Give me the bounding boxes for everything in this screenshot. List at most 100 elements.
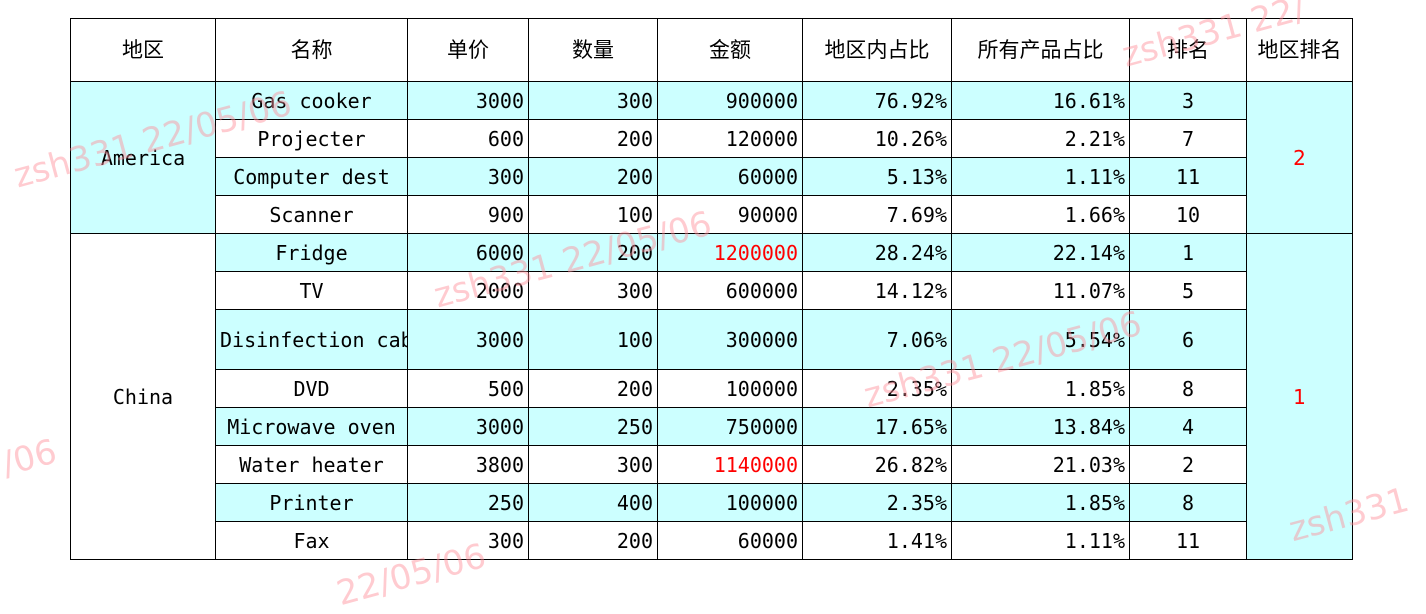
- region-rank-cell[interactable]: 1: [1246, 233, 1353, 560]
- amount-cell[interactable]: 100000: [657, 369, 803, 408]
- region-pct-cell[interactable]: 17.65%: [802, 407, 952, 446]
- region-pct-cell[interactable]: 1.41%: [802, 521, 952, 560]
- rank-cell[interactable]: 7: [1129, 119, 1247, 158]
- product-name-cell[interactable]: Water heater: [215, 445, 408, 484]
- amount-cell[interactable]: 1140000: [657, 445, 803, 484]
- qty-cell[interactable]: 200: [528, 157, 658, 196]
- header-cell[interactable]: 金额: [657, 18, 803, 82]
- header-cell[interactable]: 单价: [407, 18, 529, 82]
- all-pct-cell[interactable]: 1.66%: [951, 195, 1130, 234]
- product-name-cell[interactable]: Printer: [215, 483, 408, 522]
- all-pct-cell[interactable]: 22.14%: [951, 233, 1130, 272]
- product-name-cell[interactable]: Fridge: [215, 233, 408, 272]
- all-pct-cell[interactable]: 21.03%: [951, 445, 1130, 484]
- product-name-cell[interactable]: Microwave oven: [215, 407, 408, 446]
- price-cell[interactable]: 300: [407, 157, 529, 196]
- region-pct-cell[interactable]: 7.06%: [802, 309, 952, 370]
- rank-cell[interactable]: 8: [1129, 483, 1247, 522]
- qty-cell[interactable]: 300: [528, 81, 658, 120]
- region-cell[interactable]: America: [70, 81, 216, 234]
- all-pct-cell[interactable]: 1.11%: [951, 157, 1130, 196]
- price-cell[interactable]: 900: [407, 195, 529, 234]
- qty-cell[interactable]: 300: [528, 271, 658, 310]
- product-name-cell[interactable]: Projecter: [215, 119, 408, 158]
- rank-cell[interactable]: 8: [1129, 369, 1247, 408]
- price-cell[interactable]: 3000: [407, 407, 529, 446]
- rank-cell[interactable]: 11: [1129, 521, 1247, 560]
- rank-cell[interactable]: 1: [1129, 233, 1247, 272]
- product-name-cell[interactable]: DVD: [215, 369, 408, 408]
- region-pct-cell[interactable]: 2.35%: [802, 483, 952, 522]
- all-pct-cell[interactable]: 1.85%: [951, 483, 1130, 522]
- region-pct-cell[interactable]: 7.69%: [802, 195, 952, 234]
- header-cell[interactable]: 名称: [215, 18, 408, 82]
- qty-cell[interactable]: 200: [528, 521, 658, 560]
- rank-cell[interactable]: 5: [1129, 271, 1247, 310]
- price-cell[interactable]: 2000: [407, 271, 529, 310]
- qty-cell[interactable]: 100: [528, 309, 658, 370]
- header-cell[interactable]: 数量: [528, 18, 658, 82]
- all-pct-cell[interactable]: 11.07%: [951, 271, 1130, 310]
- amount-cell[interactable]: 120000: [657, 119, 803, 158]
- header-cell[interactable]: 排名: [1129, 18, 1247, 82]
- rank-cell[interactable]: 4: [1129, 407, 1247, 446]
- rank-cell[interactable]: 3: [1129, 81, 1247, 120]
- price-cell[interactable]: 6000: [407, 233, 529, 272]
- amount-cell[interactable]: 300000: [657, 309, 803, 370]
- amount-cell[interactable]: 750000: [657, 407, 803, 446]
- product-name-cell[interactable]: Fax: [215, 521, 408, 560]
- region-cell[interactable]: China: [70, 233, 216, 560]
- amount-cell[interactable]: 90000: [657, 195, 803, 234]
- qty-cell[interactable]: 300: [528, 445, 658, 484]
- price-cell[interactable]: 3800: [407, 445, 529, 484]
- region-rank-cell[interactable]: 2: [1246, 81, 1353, 234]
- region-pct-cell[interactable]: 2.35%: [802, 369, 952, 408]
- region-pct-cell[interactable]: 5.13%: [802, 157, 952, 196]
- region-pct-cell[interactable]: 76.92%: [802, 81, 952, 120]
- amount-cell[interactable]: 1200000: [657, 233, 803, 272]
- price-cell[interactable]: 250: [407, 483, 529, 522]
- all-pct-cell[interactable]: 1.11%: [951, 521, 1130, 560]
- amount-cell[interactable]: 100000: [657, 483, 803, 522]
- amount-cell[interactable]: 600000: [657, 271, 803, 310]
- price-cell[interactable]: 300: [407, 521, 529, 560]
- all-pct-cell[interactable]: 2.21%: [951, 119, 1130, 158]
- price-cell[interactable]: 600: [407, 119, 529, 158]
- qty-cell[interactable]: 400: [528, 483, 658, 522]
- all-pct-cell[interactable]: 13.84%: [951, 407, 1130, 446]
- price-cell[interactable]: 3000: [407, 81, 529, 120]
- product-name-cell[interactable]: Gas cooker: [215, 81, 408, 120]
- watermark-text: /06: [0, 431, 61, 485]
- price-cell[interactable]: 500: [407, 369, 529, 408]
- qty-cell[interactable]: 100: [528, 195, 658, 234]
- header-cell[interactable]: 地区内占比: [802, 18, 952, 82]
- qty-cell[interactable]: 200: [528, 369, 658, 408]
- region-pct-cell[interactable]: 28.24%: [802, 233, 952, 272]
- product-name-cell[interactable]: TV: [215, 271, 408, 310]
- all-pct-cell[interactable]: 5.54%: [951, 309, 1130, 370]
- amount-cell[interactable]: 900000: [657, 81, 803, 120]
- qty-cell[interactable]: 200: [528, 119, 658, 158]
- product-name-cell[interactable]: Computer dest: [215, 157, 408, 196]
- rank-cell[interactable]: 11: [1129, 157, 1247, 196]
- region-pct-cell[interactable]: 14.12%: [802, 271, 952, 310]
- amount-cell[interactable]: 60000: [657, 157, 803, 196]
- product-name-cell[interactable]: Scanner: [215, 195, 408, 234]
- region-pct-cell[interactable]: 26.82%: [802, 445, 952, 484]
- header-cell[interactable]: 所有产品占比: [951, 18, 1130, 82]
- price-cell[interactable]: 3000: [407, 309, 529, 370]
- rank-cell[interactable]: 10: [1129, 195, 1247, 234]
- header-cell[interactable]: 地区: [70, 18, 216, 82]
- all-pct-cell[interactable]: 16.61%: [951, 81, 1130, 120]
- rank-cell[interactable]: 6: [1129, 309, 1247, 370]
- all-pct-cell[interactable]: 1.85%: [951, 369, 1130, 408]
- product-name-cell[interactable]: Disinfection cabinet: [215, 309, 408, 370]
- qty-cell[interactable]: 250: [528, 407, 658, 446]
- rank-cell[interactable]: 2: [1129, 445, 1247, 484]
- qty-cell[interactable]: 200: [528, 233, 658, 272]
- table-row: China Fridge 6000 200 1200000 28.24% 22.…: [70, 233, 1353, 560]
- header-cell[interactable]: 地区排名: [1246, 18, 1353, 82]
- amount-cell[interactable]: 60000: [657, 521, 803, 560]
- region-pct-cell[interactable]: 10.26%: [802, 119, 952, 158]
- table-row: Microwave oven 3000 250 750000 17.65% 13…: [71, 407, 1353, 446]
